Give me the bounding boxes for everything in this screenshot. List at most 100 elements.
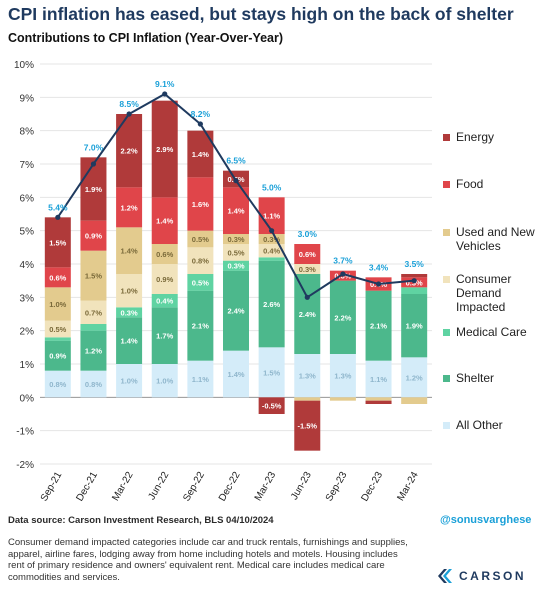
bar-segment bbox=[80, 370, 107, 398]
bar-segment bbox=[294, 354, 321, 398]
stacked-bar-chart: -2% -1% 0% 1% 2% 3% 4% 5% 6% 7% 8% 9% 10% 0.8% 0.9% 0.5… bbox=[14, 60, 432, 504]
bar-data-label: 1.0% bbox=[121, 287, 138, 296]
bar-segment bbox=[401, 357, 428, 398]
legend-label: Shelter bbox=[456, 371, 495, 385]
bar-segment bbox=[44, 287, 71, 321]
legend-label: Used and New Vehicles bbox=[456, 225, 535, 253]
y-tick-label: 4% bbox=[20, 260, 35, 271]
legend-item: All Other bbox=[443, 418, 503, 432]
x-tick-label: Sep-23 bbox=[324, 470, 350, 504]
total-point bbox=[269, 228, 275, 234]
bar-data-label: 0.9% bbox=[85, 232, 102, 241]
bar-segment bbox=[80, 157, 107, 221]
total-label: 3.5% bbox=[404, 259, 424, 269]
total-point bbox=[55, 214, 61, 220]
bar-data-label: 2.2% bbox=[334, 313, 351, 322]
legend-swatch bbox=[443, 375, 450, 382]
bar-segment bbox=[80, 220, 107, 251]
y-tick-label: 3% bbox=[20, 293, 35, 304]
bar-segment bbox=[151, 244, 178, 264]
bar-data-label: 1.3% bbox=[299, 372, 316, 381]
bar-segment bbox=[187, 230, 214, 248]
bar-data-label: 1.2% bbox=[85, 347, 102, 356]
y-tick-label: 8% bbox=[20, 127, 35, 138]
legend-item: Energy bbox=[443, 130, 494, 144]
total-point bbox=[304, 294, 310, 300]
bar-segment bbox=[116, 364, 143, 398]
bar-segment bbox=[223, 244, 249, 261]
legend-item: Consumer Demand Impacted bbox=[443, 272, 543, 314]
logo-text: CARSON bbox=[459, 569, 527, 583]
bar-data-label: 0.8% bbox=[49, 380, 66, 389]
bar-segment bbox=[223, 234, 249, 244]
bar-data-label: 0.9% bbox=[49, 352, 66, 361]
bar-data-label: 1.0% bbox=[156, 377, 173, 386]
bar-data-label: 0.3% bbox=[299, 265, 316, 274]
bar-data-label: 2.9% bbox=[156, 145, 173, 154]
carson-logo: CARSON bbox=[437, 568, 526, 584]
bar-data-label: 1.0% bbox=[49, 300, 66, 309]
bar-segment bbox=[401, 287, 428, 294]
y-tick-label: -2% bbox=[16, 460, 34, 471]
bar-segment bbox=[116, 187, 143, 228]
bar-segment bbox=[258, 397, 285, 414]
bar-segment bbox=[44, 340, 71, 371]
bar-segment bbox=[329, 354, 356, 398]
chart-subtitle: Contributions to CPI Inflation (Year-Ove… bbox=[8, 31, 284, 45]
bar-segment bbox=[80, 300, 107, 324]
bar-data-label: 0.6% bbox=[49, 273, 66, 282]
bar-segment bbox=[80, 330, 107, 371]
y-tick-label: 1% bbox=[20, 360, 35, 371]
bar-data-label: 0.3% bbox=[263, 235, 280, 244]
bar-segment bbox=[187, 360, 214, 398]
bar-segment bbox=[258, 234, 285, 244]
bar-segment bbox=[44, 370, 71, 398]
bar-segment bbox=[365, 397, 392, 401]
bar-data-label: 1.5% bbox=[49, 238, 66, 247]
bar-segment bbox=[223, 260, 249, 271]
bar-data-label: 0.5% bbox=[49, 325, 66, 334]
bar-data-label: 1.1% bbox=[370, 375, 387, 384]
bar-segment bbox=[151, 100, 178, 198]
bar-segment bbox=[151, 294, 178, 308]
bar-segment bbox=[223, 270, 249, 351]
bar-segment bbox=[116, 227, 143, 274]
bar-data-label: 0.8% bbox=[192, 257, 209, 266]
carson-chevron-icon bbox=[438, 569, 452, 583]
y-tick-label: 0% bbox=[20, 393, 35, 404]
total-label: 5.4% bbox=[48, 202, 68, 212]
total-point bbox=[375, 281, 382, 287]
bar-segment bbox=[116, 274, 143, 308]
total-point bbox=[411, 278, 417, 284]
bar-data-label: 2.2% bbox=[121, 147, 138, 156]
x-tick-label: Dec-22 bbox=[217, 470, 243, 504]
x-tick-label: Jun-23 bbox=[289, 470, 314, 502]
bar-segment bbox=[151, 364, 178, 398]
bar-data-label: 0.6% bbox=[156, 250, 173, 259]
y-tick-label: 9% bbox=[20, 93, 35, 104]
bar-segment bbox=[401, 274, 428, 278]
legend-swatch bbox=[443, 181, 450, 188]
bar-data-label: 1.5% bbox=[85, 272, 102, 281]
bar-data-label: 2.6% bbox=[263, 300, 280, 309]
bar-segment bbox=[151, 264, 178, 294]
total-label: 9.1% bbox=[155, 79, 175, 89]
bar-data-label: 1.1% bbox=[192, 375, 209, 384]
bar-data-label: 0.8% bbox=[85, 380, 102, 389]
y-tick-label: 10% bbox=[14, 60, 34, 71]
bar-segment bbox=[329, 280, 356, 354]
bar-segment bbox=[294, 397, 321, 401]
legend-label: Medical Care bbox=[456, 325, 527, 339]
bar-segment bbox=[187, 290, 214, 361]
y-tick-label: 7% bbox=[20, 160, 35, 171]
bar-segment bbox=[151, 197, 178, 244]
x-tick-label: Sep-21 bbox=[39, 470, 65, 504]
bar-data-label: 1.1% bbox=[263, 212, 280, 221]
bar-segment bbox=[329, 397, 356, 401]
footnote: Consumer demand impacted categories incl… bbox=[8, 537, 408, 583]
bar-data-label: 0.3% bbox=[227, 262, 244, 271]
bar-segment bbox=[116, 317, 143, 364]
total-label: 3.0% bbox=[298, 229, 318, 239]
bar-data-label: 1.4% bbox=[121, 337, 138, 346]
total-label: 3.4% bbox=[369, 262, 389, 272]
